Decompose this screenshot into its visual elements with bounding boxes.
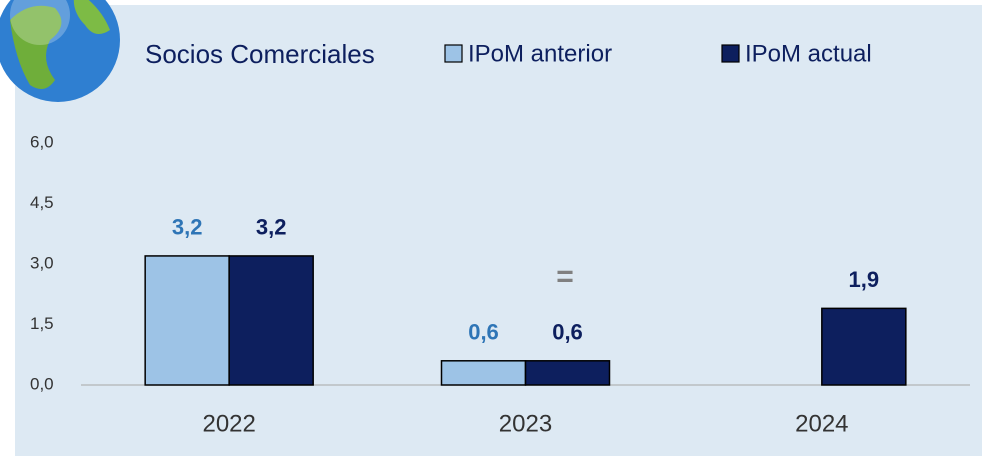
x-tick-label: 2022 — [202, 410, 255, 437]
x-tick-label: 2023 — [499, 410, 552, 437]
data-label: 0,6 — [552, 320, 583, 345]
x-tick-label: 2024 — [795, 410, 848, 437]
legend-swatch — [444, 44, 463, 63]
legend-label: IPoM actual — [745, 40, 872, 67]
chart-title: Socios Comerciales — [145, 39, 375, 69]
legend-label: IPoM anterior — [468, 40, 612, 67]
annotation: = — [556, 260, 574, 293]
bar — [821, 307, 907, 386]
bar — [440, 360, 527, 386]
y-tick-label: 3,0 — [30, 253, 54, 272]
chart-background — [15, 5, 982, 456]
bar — [524, 360, 611, 386]
data-label: 3,2 — [172, 215, 203, 240]
y-tick-label: 6,0 — [30, 132, 54, 151]
data-label: 0,6 — [468, 320, 499, 345]
bar — [228, 255, 314, 386]
data-label: 3,2 — [256, 215, 287, 240]
legend-swatch — [721, 44, 740, 63]
data-label: 1,9 — [849, 267, 880, 292]
y-tick-label: 1,5 — [30, 314, 54, 333]
globe-icon — [0, 0, 120, 102]
bar — [144, 255, 230, 386]
y-tick-label: 0,0 — [30, 374, 54, 393]
y-tick-label: 4,5 — [30, 193, 54, 212]
